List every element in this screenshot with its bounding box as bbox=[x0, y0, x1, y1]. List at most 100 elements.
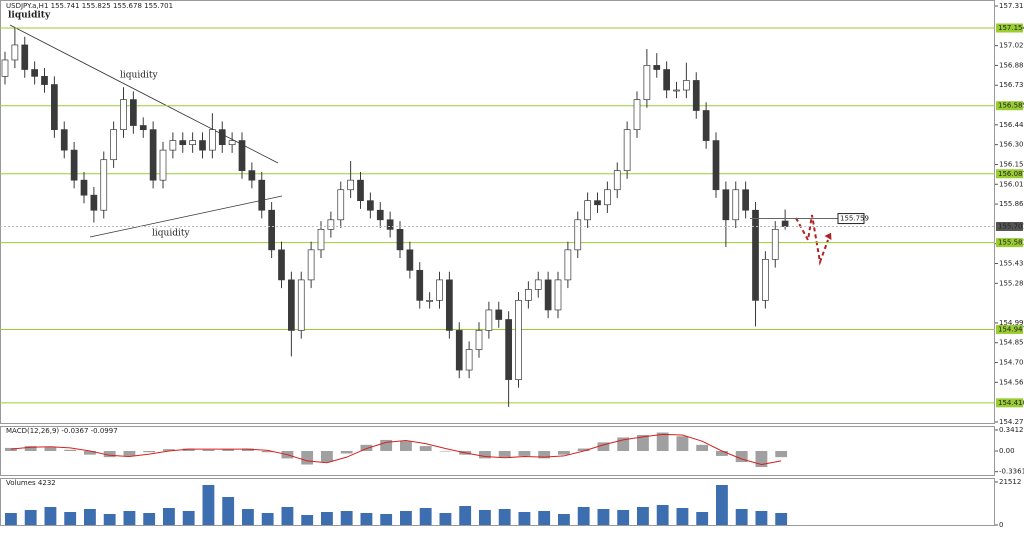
candle-body bbox=[643, 65, 651, 100]
y-tick-label: 155.865 bbox=[999, 200, 1024, 208]
candle-body bbox=[406, 249, 414, 271]
candle-body bbox=[446, 279, 453, 331]
y-tick-label: 157.315 bbox=[999, 2, 1024, 10]
volume-bar bbox=[222, 497, 235, 525]
candle-body bbox=[189, 140, 196, 146]
level-label-box bbox=[996, 101, 1023, 111]
macd-bar bbox=[222, 449, 235, 451]
trend-line bbox=[89, 195, 283, 238]
candle-body bbox=[376, 209, 384, 221]
candle-body bbox=[495, 309, 503, 320]
candle-body bbox=[337, 189, 345, 221]
macd-bar bbox=[182, 448, 195, 451]
candle-body bbox=[752, 209, 759, 301]
candle-body bbox=[594, 200, 601, 206]
candle-body bbox=[248, 170, 256, 181]
candle-body bbox=[199, 140, 206, 151]
level-label: 155.583 bbox=[998, 239, 1024, 247]
y-tick-label: 155.285 bbox=[999, 279, 1024, 287]
macd-bar bbox=[716, 451, 728, 456]
candle-body bbox=[564, 249, 572, 281]
candle-body bbox=[51, 84, 58, 130]
annotation: liquidity bbox=[8, 11, 51, 21]
macd-bar bbox=[735, 451, 748, 463]
volume-bar bbox=[163, 508, 175, 525]
y-tick-label: 156.445 bbox=[999, 121, 1024, 129]
main-frame bbox=[0, 0, 995, 424]
macd-bar bbox=[24, 446, 37, 451]
candle-body bbox=[1, 59, 9, 77]
candle-body bbox=[742, 189, 749, 211]
candle-body bbox=[762, 259, 769, 301]
y-tick-label: 154.270 bbox=[999, 418, 1024, 426]
candle-body bbox=[465, 349, 473, 371]
y-tick-label: 156.010 bbox=[999, 180, 1024, 188]
y-tick-label: 154.560 bbox=[999, 378, 1024, 386]
level-label-box bbox=[996, 23, 1023, 33]
macd-bar bbox=[261, 451, 274, 453]
volume-bar bbox=[538, 511, 551, 525]
volume-bar bbox=[558, 514, 570, 525]
volume-bar bbox=[44, 507, 57, 525]
volume-bar bbox=[84, 509, 96, 525]
candle-body bbox=[110, 129, 117, 161]
candle-body bbox=[604, 189, 611, 206]
candle-body bbox=[771, 228, 779, 260]
candle-body bbox=[139, 125, 147, 130]
level-label: 156.585 bbox=[998, 102, 1024, 110]
volume-bar bbox=[637, 507, 649, 525]
macd-frame bbox=[0, 426, 995, 476]
candle-body bbox=[70, 149, 78, 181]
macd-bar bbox=[340, 451, 353, 454]
y-tick-label: 0.00 bbox=[999, 447, 1015, 455]
macd-bar bbox=[538, 451, 551, 459]
macd-bar bbox=[577, 448, 590, 451]
candle-body bbox=[31, 69, 38, 77]
trend-line bbox=[9, 24, 279, 164]
volume-bar bbox=[360, 513, 373, 525]
macd-bar bbox=[5, 447, 17, 451]
macd-bar bbox=[696, 444, 709, 451]
candle-body bbox=[436, 279, 443, 301]
macd-bar bbox=[163, 449, 175, 451]
macd-bar bbox=[202, 449, 215, 451]
candle-body bbox=[544, 279, 552, 311]
candle-body bbox=[21, 44, 29, 70]
candle-body bbox=[90, 194, 98, 211]
volume-bar bbox=[123, 511, 136, 525]
volume-bar bbox=[459, 506, 472, 525]
level-label: 154.947 bbox=[998, 325, 1024, 333]
volume-bar bbox=[735, 509, 748, 525]
macd-bar bbox=[558, 451, 570, 455]
candle-body bbox=[307, 249, 315, 281]
candle-body bbox=[426, 300, 433, 302]
candle-body bbox=[515, 300, 522, 380]
candle-body bbox=[722, 189, 730, 221]
volume-bar bbox=[261, 513, 274, 525]
forecast-path bbox=[795, 214, 829, 266]
candle-body bbox=[228, 140, 236, 146]
macd-bar bbox=[419, 446, 432, 451]
volume-bar bbox=[380, 514, 393, 525]
candle-body bbox=[80, 179, 88, 196]
candle-body bbox=[781, 220, 789, 227]
candle-body bbox=[475, 330, 483, 350]
macd-signal bbox=[10, 433, 782, 466]
candle-body bbox=[278, 249, 285, 281]
y-tick-label: 154.995 bbox=[999, 319, 1024, 327]
marker-label: 155.759 bbox=[840, 215, 869, 223]
candle-body bbox=[120, 99, 127, 130]
volume-bar bbox=[5, 513, 17, 525]
macd-bar bbox=[597, 442, 610, 451]
volume-title: Volumes 4232 bbox=[6, 479, 56, 487]
volume-bar bbox=[696, 512, 709, 525]
y-tick-label: 0 bbox=[999, 521, 1003, 529]
candle-body bbox=[584, 200, 591, 221]
volume-bar bbox=[617, 510, 630, 525]
volume-bar bbox=[577, 507, 590, 525]
y-tick-label: 156.880 bbox=[999, 61, 1024, 69]
macd-bar bbox=[755, 451, 768, 467]
candle-body bbox=[663, 69, 670, 91]
macd-bar bbox=[44, 447, 57, 451]
candle-body bbox=[209, 129, 216, 151]
